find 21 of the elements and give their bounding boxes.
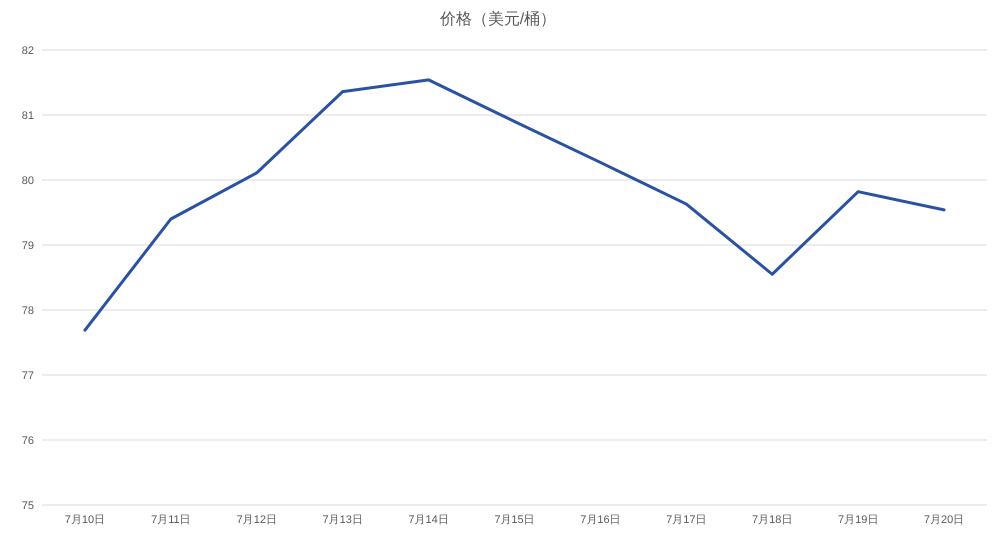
x-tick-label: 7月10日: [64, 514, 106, 526]
x-tick-label: 7月12日: [236, 514, 277, 526]
chart-title: 价格（美元/桶）: [438, 10, 556, 28]
x-tick-label: 7月17日: [666, 514, 706, 526]
x-tick-label: 7月11日: [151, 514, 191, 526]
y-tick-label: 76: [22, 435, 34, 447]
x-tick-label: 7月13日: [322, 514, 363, 526]
x-tick-label: 7月18日: [752, 514, 792, 526]
x-tick-label: 7月15日: [494, 514, 535, 526]
y-tick-label: 80: [22, 175, 34, 187]
y-tick-label: 78: [22, 305, 34, 317]
y-tick-label: 82: [22, 45, 34, 57]
line-series: [83, 78, 946, 332]
y-tick-label: 75: [22, 500, 34, 512]
x-tick-label: 7月19日: [838, 514, 878, 526]
y-tick-label: 79: [22, 240, 34, 252]
x-tick-label: 7月14日: [408, 514, 449, 526]
x-tick-label: 7月20日: [924, 514, 964, 526]
y-tick-label: 81: [22, 110, 34, 122]
y-tick-label: 77: [22, 370, 34, 382]
x-tick-label: 7月16日: [580, 514, 621, 526]
